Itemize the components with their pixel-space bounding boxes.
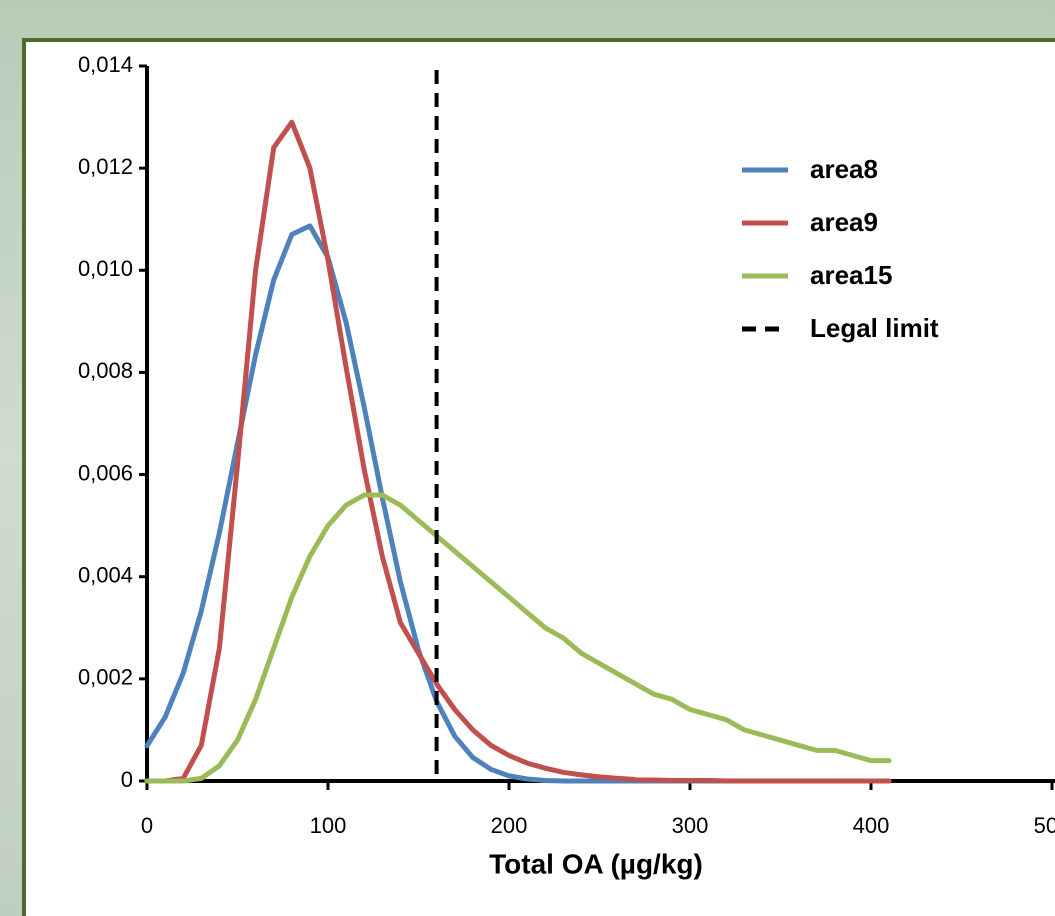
y-tick-label: 0,004 <box>78 563 133 588</box>
y-tick-label: 0 <box>121 767 133 792</box>
legend-label: area15 <box>810 260 892 290</box>
y-tick-label: 0,012 <box>78 154 133 179</box>
y-tick-label: 0,008 <box>78 358 133 383</box>
x-tick-label: 400 <box>853 813 890 838</box>
x-axis-title: Total OA (µg/kg) <box>489 848 703 879</box>
series-line <box>144 119 892 784</box>
legend-label: Legal limit <box>810 313 939 343</box>
x-tick-label: 300 <box>672 813 709 838</box>
legend-label: area9 <box>810 207 878 237</box>
y-tick-label: 0,014 <box>78 52 133 77</box>
y-tick-label: 0,010 <box>78 256 133 281</box>
legend-label: area8 <box>810 154 878 184</box>
x-tick-label: 200 <box>491 813 528 838</box>
y-tick-label: 0,002 <box>78 665 133 690</box>
series-line <box>144 492 892 784</box>
x-tick-label: 100 <box>310 813 347 838</box>
y-tick-label: 0,006 <box>78 460 133 485</box>
panel <box>22 38 1055 916</box>
x-tick-label: 0 <box>141 813 153 838</box>
x-tick-label: 500 <box>1034 813 1055 838</box>
